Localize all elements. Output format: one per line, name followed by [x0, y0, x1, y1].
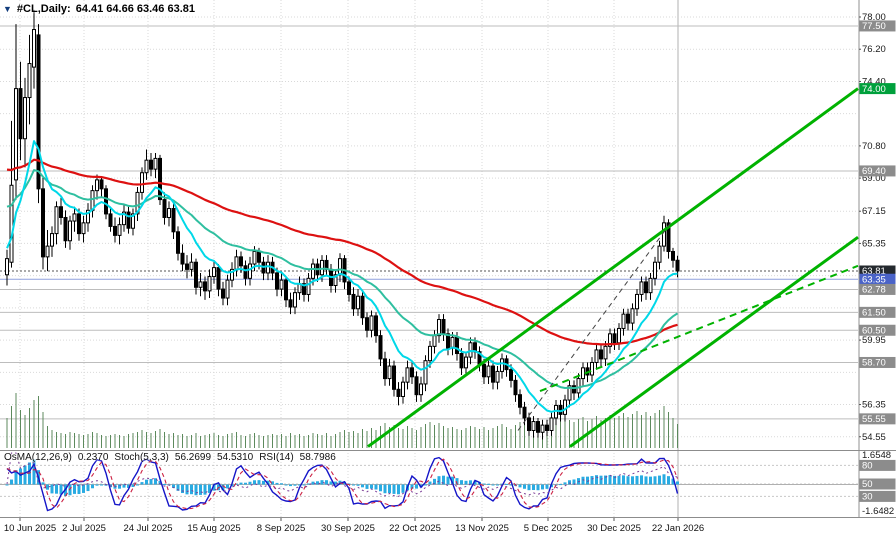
svg-text:80: 80: [862, 461, 873, 472]
svg-text:67.15: 67.15: [862, 206, 886, 217]
price-badge-77.50: [859, 20, 896, 32]
rsi-value: 58.7986: [299, 452, 336, 463]
svg-text:63.35: 63.35: [862, 274, 886, 285]
svg-text:10 Jun 2025: 10 Jun 2025: [4, 523, 56, 534]
rsi-label: RSI(14): [259, 452, 294, 463]
svg-text:70.80: 70.80: [862, 141, 886, 152]
stoch-k-value: 56.2699: [174, 452, 212, 463]
price-badge-62.78: [859, 283, 896, 295]
svg-text:55.55: 55.55: [862, 414, 886, 425]
time-axis[interactable]: 10 Jun 2025 2 Jul 2025 24 Jul 2025 15 Aug 2…: [4, 518, 704, 534]
svg-text:74.40: 74.40: [862, 76, 886, 87]
osma-value: 0.2370: [77, 452, 109, 463]
ma-mid-teal: [6, 169, 679, 390]
svg-text:77.50: 77.50: [862, 21, 886, 32]
svg-text:58.70: 58.70: [862, 358, 886, 369]
indicator-panel[interactable]: [0, 452, 858, 512]
indicator-level-badge-80: [859, 459, 896, 471]
ohlc-quote: 64.41 64.66 63.46 63.81: [75, 3, 195, 15]
ma-fast-cyan: [6, 140, 678, 413]
osma-label: OsMA(12,26,9): [4, 452, 72, 463]
svg-text:2 Jul 2025: 2 Jul 2025: [62, 523, 106, 534]
svg-text:59.95: 59.95: [862, 335, 886, 346]
moving-averages[interactable]: [6, 140, 679, 413]
svg-text:15 Aug 2025: 15 Aug 2025: [187, 523, 240, 534]
svg-text:56.35: 56.35: [862, 400, 886, 411]
svg-text:60.50: 60.50: [862, 325, 886, 336]
svg-text:30 Dec 2025: 30 Dec 2025: [587, 523, 641, 534]
candlesticks: [5, 9, 680, 440]
svg-text:30 Sep 2025: 30 Sep 2025: [321, 523, 375, 534]
price-badge-63.81: [859, 265, 896, 277]
stoch-d-line: [6, 458, 679, 510]
green-dashed-line: [539, 264, 859, 393]
indicator-level-badge-50: [859, 478, 896, 490]
price-badge-58.70: [859, 356, 896, 368]
indicator-values: OsMA(12,26,9) 0.2370 Stoch(5,3,3) 56.269…: [4, 452, 336, 463]
price-badge-69.40: [859, 165, 896, 177]
chart-expand-icon[interactable]: ▼: [3, 3, 12, 14]
price-badge-60.50: [859, 324, 896, 336]
channel-upper-green: [367, 87, 859, 448]
indicator-level-badge-30: [859, 490, 896, 502]
svg-text:-1.6482: -1.6482: [862, 506, 894, 517]
svg-text:54.55: 54.55: [862, 432, 886, 443]
price-badge-61.50: [859, 306, 896, 318]
svg-text:13 Nov 2025: 13 Nov 2025: [455, 523, 509, 534]
svg-text:5 Dec 2025: 5 Dec 2025: [524, 523, 573, 534]
svg-text:69.40: 69.40: [862, 166, 886, 177]
svg-text:78.00: 78.00: [862, 12, 886, 23]
channel-lower-green: [569, 235, 859, 448]
svg-text:65.35: 65.35: [862, 238, 886, 249]
horizontal-gridlines: [0, 16, 858, 438]
ma-slow-red: [6, 158, 678, 346]
stoch-d-value: 54.5310: [217, 452, 254, 463]
price-level-lines[interactable]: [0, 25, 858, 420]
svg-text:1.6548: 1.6548: [862, 450, 891, 461]
svg-text:22 Oct 2025: 22 Oct 2025: [389, 523, 441, 534]
svg-text:62.78: 62.78: [862, 285, 886, 296]
svg-text:69.00: 69.00: [862, 173, 886, 184]
stoch-k-line: [6, 456, 679, 512]
svg-text:74.00: 74.00: [862, 84, 886, 95]
svg-text:63.81: 63.81: [862, 266, 886, 277]
price-badge-55.55: [859, 413, 896, 425]
symbol-info: ▼ #CL,Daily: 64.41 64.66 63.46 63.81: [3, 3, 195, 15]
panel-separators: [0, 450, 896, 518]
svg-text:24 Jul 2025: 24 Jul 2025: [123, 523, 172, 534]
trend-lines[interactable]: [367, 87, 859, 448]
price-badge-63.35: [859, 273, 896, 285]
price-axis[interactable]: 78.00 76.20 74.40 70.80 69.00 67.15 65.35 59.95…: [858, 0, 896, 546]
svg-text:30: 30: [862, 492, 873, 503]
svg-text:76.20: 76.20: [862, 44, 886, 55]
rsi-line: [6, 452, 678, 497]
svg-text:22 Jan 2026: 22 Jan 2026: [652, 523, 704, 534]
stoch-label: Stoch(5,3,3): [114, 452, 169, 463]
symbol-timeframe: #CL,Daily:: [16, 3, 71, 15]
svg-text:61.50: 61.50: [862, 308, 886, 319]
black-dashed-line: [517, 220, 673, 431]
price-badge-74.00: [859, 83, 896, 95]
svg-text:50: 50: [862, 479, 873, 490]
svg-text:8 Sep 2025: 8 Sep 2025: [257, 523, 306, 534]
